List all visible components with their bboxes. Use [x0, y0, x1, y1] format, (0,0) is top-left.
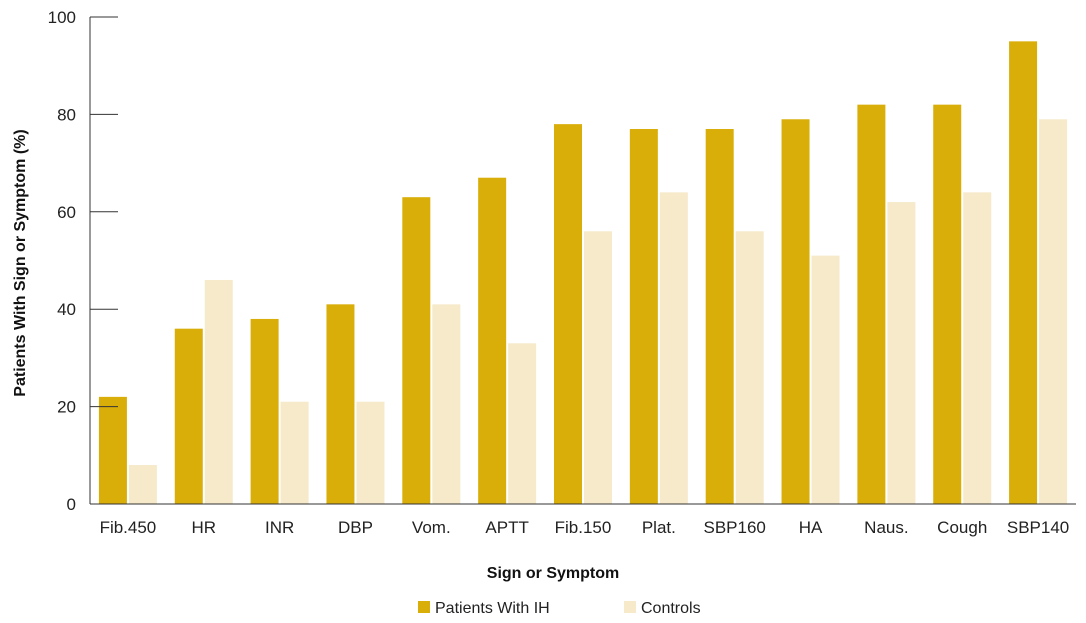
x-tick-label: Plat. — [642, 518, 676, 537]
y-tick-labels: 0 20 40 60 80 100 — [48, 8, 76, 514]
bar-patients-vom — [402, 197, 431, 504]
bar-controls-inr — [280, 401, 309, 504]
y-tick-label: 100 — [48, 8, 76, 27]
bar-controls-dbp — [356, 401, 385, 504]
bar-patients-fib450 — [98, 396, 127, 504]
y-tick-label: 80 — [57, 105, 76, 124]
bar-patients-inr — [250, 318, 279, 504]
y-tick-label: 0 — [67, 495, 76, 514]
bar-patients-cough — [933, 104, 962, 504]
y-tick-label: 20 — [57, 398, 76, 417]
x-tick-label: INR — [265, 518, 294, 537]
x-tick-label: Fib.150 — [555, 518, 612, 537]
axes-group — [89, 16, 1076, 505]
bar-controls-plat — [659, 192, 688, 504]
bar-patients-hr — [174, 328, 203, 504]
bar-patients-ha — [781, 119, 810, 505]
bar-patients-sbp140 — [1009, 41, 1038, 504]
y-axis-title: Patients With Sign or Symptom (%) — [12, 129, 29, 396]
x-tick-label: SBP160 — [703, 518, 765, 537]
x-tick-label: DBP — [338, 518, 373, 537]
bar-patients-plat — [629, 129, 658, 504]
x-tick-label: HA — [799, 518, 823, 537]
x-tick-label: Naus. — [864, 518, 908, 537]
x-tick-label: Vom. — [412, 518, 451, 537]
legend-swatch-controls — [624, 601, 636, 613]
bars-group — [98, 41, 1068, 505]
x-tick-label: HR — [191, 518, 216, 537]
bar-controls-ha — [811, 255, 840, 504]
bar-patients-naus — [857, 104, 886, 504]
bar-controls-fib450 — [128, 465, 157, 504]
bar-controls-aptt — [508, 343, 537, 504]
legend-swatch-patients — [418, 601, 430, 613]
bar-controls-hr — [204, 279, 233, 504]
bar-patients-fib150 — [554, 124, 582, 504]
x-axis-title: Sign or Symptom — [487, 565, 619, 582]
bar-controls-fib150 — [584, 231, 612, 504]
x-tick-label: SBP140 — [1007, 518, 1069, 537]
bar-controls-sbp160 — [735, 231, 764, 504]
x-tick-label: Fib.450 — [100, 518, 157, 537]
y-tick-label: 40 — [57, 300, 76, 319]
bar-controls-cough — [963, 192, 992, 504]
x-tick-label: Cough — [937, 518, 987, 537]
x-tick-label: APTT — [485, 518, 528, 537]
legend-label-controls: Controls — [641, 600, 701, 617]
x-tick-labels: Fib.450 HR INR DBP Vom. APTT Fib.150 Plat. SBP16… — [100, 518, 1070, 537]
bar-controls-vom — [432, 304, 461, 504]
y-tick-label: 60 — [57, 203, 76, 222]
bar-controls-naus — [887, 202, 916, 504]
bar-patients-aptt — [478, 177, 507, 504]
bar-controls-sbp140 — [1039, 119, 1068, 505]
legend: Patients With IH Controls — [418, 600, 701, 617]
legend-label-patients: Patients With IH — [435, 600, 550, 617]
bar-patients-dbp — [326, 304, 355, 504]
bar-patients-sbp160 — [705, 129, 734, 504]
